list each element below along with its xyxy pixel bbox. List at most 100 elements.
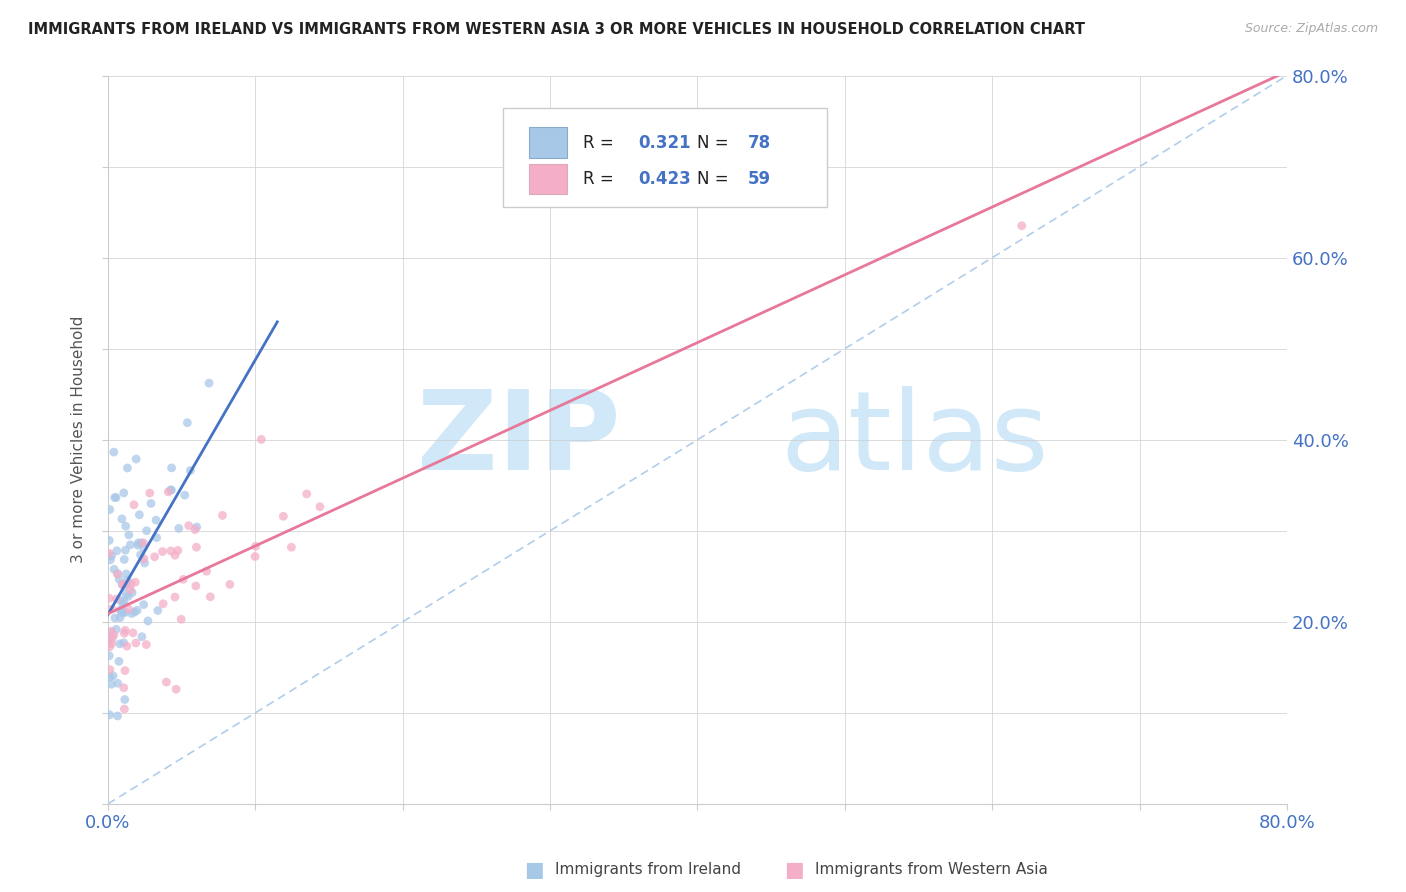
Text: ■: ■ — [785, 860, 804, 880]
Text: atlas: atlas — [780, 386, 1049, 493]
Point — [105, 592, 128, 607]
Text: R =: R = — [583, 134, 619, 152]
Point — [122, 498, 145, 512]
Point — [105, 491, 128, 505]
Point — [120, 582, 142, 597]
Text: IMMIGRANTS FROM IRELAND VS IMMIGRANTS FROM WESTERN ASIA 3 OR MORE VEHICLES IN HO: IMMIGRANTS FROM IRELAND VS IMMIGRANTS FR… — [28, 22, 1085, 37]
Point — [101, 631, 124, 645]
Point — [98, 502, 121, 516]
Point — [186, 540, 208, 554]
Point — [114, 543, 136, 558]
Text: Immigrants from Ireland: Immigrants from Ireland — [555, 863, 741, 877]
Point — [98, 663, 121, 677]
Point — [127, 536, 149, 550]
Point — [152, 544, 174, 558]
Point — [124, 605, 146, 619]
Point — [165, 682, 187, 697]
Point — [139, 496, 162, 510]
Text: ZIP: ZIP — [418, 386, 621, 493]
Point — [134, 556, 156, 570]
Text: 0.423: 0.423 — [638, 170, 692, 188]
Point — [98, 670, 121, 684]
Point — [160, 461, 183, 475]
Point — [101, 602, 124, 616]
Point — [132, 536, 155, 550]
Point — [159, 483, 181, 497]
Point — [114, 664, 136, 678]
Point — [176, 416, 198, 430]
Point — [114, 577, 136, 591]
Point — [117, 573, 139, 587]
Point — [163, 548, 186, 562]
Point — [129, 548, 152, 562]
Point — [108, 610, 131, 624]
Point — [157, 484, 180, 499]
Point — [120, 538, 142, 552]
Point — [107, 676, 129, 690]
Point — [111, 577, 134, 591]
Point — [112, 626, 135, 640]
Point — [218, 577, 240, 591]
Point — [127, 538, 149, 552]
Point — [100, 549, 122, 563]
Point — [117, 577, 139, 591]
Point — [103, 562, 125, 576]
Point — [184, 523, 207, 537]
Point — [98, 707, 121, 722]
Point — [107, 709, 129, 723]
Text: 59: 59 — [748, 170, 772, 188]
Point — [179, 463, 201, 477]
Point — [100, 677, 122, 691]
Point — [309, 500, 332, 514]
Point — [108, 573, 131, 587]
Point — [112, 702, 135, 716]
Point — [184, 579, 207, 593]
Point — [120, 577, 142, 591]
Point — [125, 636, 148, 650]
Point — [177, 518, 200, 533]
Point — [131, 536, 153, 550]
Point — [108, 603, 131, 617]
Point — [135, 524, 157, 538]
Point — [104, 491, 127, 505]
Point — [105, 543, 128, 558]
Point — [103, 445, 125, 459]
Point — [112, 595, 135, 609]
Point — [121, 585, 143, 599]
Point — [112, 636, 135, 650]
Point — [112, 681, 135, 695]
Point — [128, 508, 150, 522]
Point — [111, 606, 134, 620]
Text: 78: 78 — [748, 134, 772, 152]
Point — [245, 539, 267, 553]
Point — [131, 630, 153, 644]
Point — [127, 603, 149, 617]
Point — [98, 546, 121, 560]
Point — [98, 640, 121, 654]
Point — [167, 543, 190, 558]
Point — [124, 575, 146, 590]
Point — [98, 591, 121, 606]
Point — [104, 611, 127, 625]
Point — [98, 632, 121, 647]
Point — [139, 486, 162, 500]
Point — [112, 486, 135, 500]
Point — [103, 628, 125, 642]
Point — [112, 552, 135, 566]
Point — [170, 612, 193, 626]
Point — [167, 521, 190, 535]
Point — [98, 648, 121, 663]
Text: Source: ZipAtlas.com: Source: ZipAtlas.com — [1244, 22, 1378, 36]
Point — [98, 636, 121, 650]
Point — [108, 654, 131, 668]
Point — [163, 590, 186, 604]
Point — [143, 549, 166, 564]
Point — [115, 639, 138, 653]
Point — [100, 624, 122, 639]
Point — [114, 624, 136, 638]
Point — [107, 566, 129, 581]
Point — [132, 598, 155, 612]
Point — [136, 614, 159, 628]
FancyBboxPatch shape — [529, 128, 567, 158]
Point — [108, 637, 131, 651]
